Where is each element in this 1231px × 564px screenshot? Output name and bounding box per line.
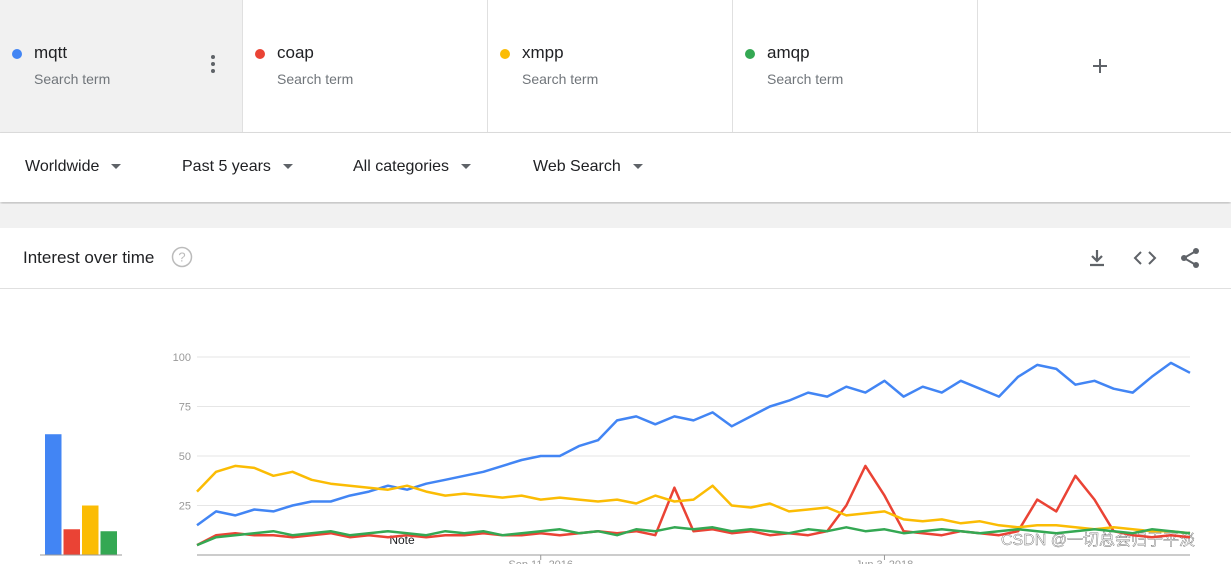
term-subtitle: Search term xyxy=(277,71,354,87)
term-dot xyxy=(255,49,265,59)
y-tick-label: 50 xyxy=(179,451,191,463)
series-line xyxy=(196,526,1191,547)
term-dot xyxy=(745,49,755,59)
more-menu[interactable] xyxy=(206,54,220,76)
term-name: mqtt xyxy=(34,43,68,62)
term-card[interactable]: amqp Search term xyxy=(733,0,978,132)
download-icon[interactable] xyxy=(1087,248,1107,268)
term-card[interactable]: mqtt Search term xyxy=(0,0,243,132)
chart: Note CSDN @一切总会归于平淡 255075100Sep 11, 201… xyxy=(40,352,1195,564)
filter-bar: Worldwide Past 5 years All categories We… xyxy=(0,133,1231,202)
y-tick-label: 100 xyxy=(173,352,191,364)
filter-label: Past 5 years xyxy=(182,158,271,175)
watermark: CSDN @一切总会归于平淡 xyxy=(1001,531,1195,549)
average-bar xyxy=(63,529,80,555)
term-name: amqp xyxy=(767,43,810,62)
help-icon[interactable]: ? xyxy=(171,246,193,268)
filter-label: All categories xyxy=(353,158,450,175)
add-term[interactable] xyxy=(978,0,1231,132)
filter[interactable]: All categories xyxy=(353,158,472,176)
series-line xyxy=(196,361,1191,527)
term-dot xyxy=(12,49,22,59)
term-name: coap xyxy=(277,43,314,62)
plus-icon xyxy=(1093,59,1107,73)
series-line xyxy=(196,464,1191,547)
term-subtitle: Search term xyxy=(34,71,111,87)
term-card[interactable]: xmpp Search term xyxy=(488,0,733,132)
filter[interactable]: Past 5 years xyxy=(182,158,293,176)
average-bar xyxy=(82,505,99,555)
embed-icon[interactable] xyxy=(1133,248,1157,268)
term-subtitle: Search term xyxy=(522,71,599,87)
term-name: xmpp xyxy=(522,43,564,62)
separator xyxy=(0,204,1231,228)
term-cards: mqtt Search term coap Search term xmpp S… xyxy=(0,0,1231,133)
x-tick-label: Sep 11, 2016 xyxy=(508,559,573,564)
filter[interactable]: Worldwide xyxy=(25,158,122,176)
filter-label: Web Search xyxy=(533,158,621,175)
average-bar xyxy=(100,531,117,555)
average-bar xyxy=(45,434,62,555)
share-icon[interactable] xyxy=(1180,247,1202,269)
filter-label: Worldwide xyxy=(25,158,100,175)
x-tick-label: Jun 3, 2018 xyxy=(856,559,914,564)
term-card[interactable]: coap Search term xyxy=(243,0,488,132)
term-subtitle: Search term xyxy=(767,71,844,87)
term-dot xyxy=(500,49,510,59)
svg-text:?: ? xyxy=(178,250,185,265)
series-line xyxy=(196,464,1191,535)
y-tick-label: 75 xyxy=(179,402,191,414)
y-tick-label: 25 xyxy=(179,501,191,513)
panel-title: Interest over time xyxy=(23,248,155,267)
panel-header: Interest over time ? xyxy=(0,228,1231,289)
filter[interactable]: Web Search xyxy=(533,158,643,176)
